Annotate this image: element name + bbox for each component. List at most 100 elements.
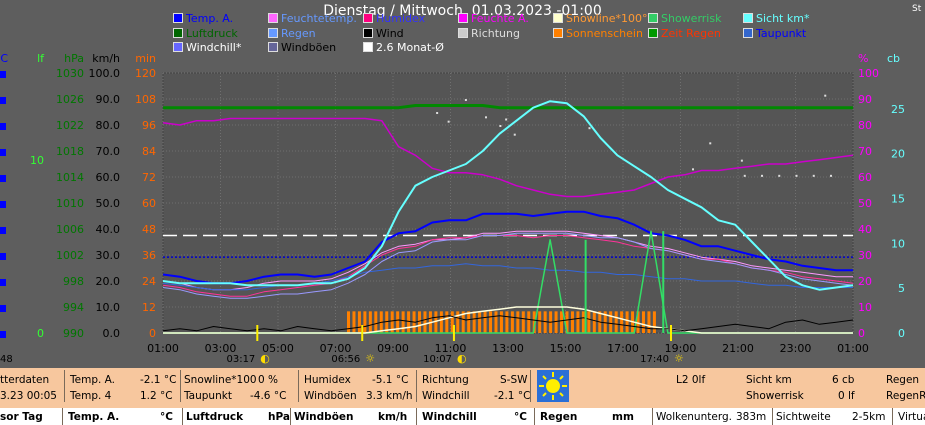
- legend-label: Windchill*: [186, 41, 242, 54]
- event-time: 10:07: [423, 354, 452, 365]
- panel-label: Windböen: [304, 390, 357, 402]
- direction-dot: [513, 133, 516, 136]
- axis-header-pct: %: [858, 52, 868, 65]
- axis-stub-c: [0, 331, 6, 338]
- sunshine-bar: [625, 311, 629, 333]
- axis-tick-min: 48: [142, 223, 156, 236]
- sunshine-bar: [527, 311, 531, 333]
- legend-item: Humidex: [363, 12, 425, 25]
- axis-tick-lf: 0: [37, 327, 44, 340]
- panel-value: -4.6 °C: [250, 390, 287, 402]
- sunshine-bar: [592, 311, 596, 333]
- panel-label: Showerrisk: [746, 390, 804, 402]
- sunshine-bar: [581, 311, 585, 333]
- axis-header-cb: cb: [887, 52, 900, 65]
- axis-tick-min: 12: [142, 301, 156, 314]
- axis-tick-min: 96: [142, 119, 156, 132]
- sunshine-bar: [620, 311, 624, 333]
- sunshine-bar: [461, 311, 465, 333]
- legend-swatch: [458, 13, 468, 23]
- sunshine-bar: [494, 311, 498, 333]
- legend-label: Taupunkt: [756, 27, 807, 40]
- series-line: [162, 117, 854, 198]
- legend-label: Humidex: [376, 12, 426, 25]
- panel-header-cell: 383m: [736, 411, 767, 423]
- chart-title: Dienstag / Mittwoch, 01.03.2023 -01:00: [323, 3, 602, 19]
- axis-tick-lf: 10: [30, 154, 44, 167]
- panel-value: 1.2 °C: [140, 390, 173, 402]
- axis-stub-c: [0, 253, 6, 260]
- legend-label: Wind: [376, 27, 404, 40]
- direction-dot: [692, 168, 694, 171]
- legend-swatch: [553, 28, 563, 38]
- sunshine-bar: [532, 311, 536, 333]
- panel-header-cell: Wolkenunterg.: [656, 411, 732, 423]
- axis-tick-kmh: 20.0: [96, 275, 121, 288]
- sunshine-bar: [352, 311, 356, 333]
- axis-tick-min: 108: [135, 93, 156, 106]
- axis-tick-kmh: 40.0: [96, 223, 121, 236]
- sunshine-bar: [505, 311, 509, 333]
- direction-dot: [447, 120, 450, 123]
- direction-dot: [464, 99, 467, 101]
- direction-dot: [824, 94, 827, 97]
- axis-tick-pct: 40: [858, 223, 872, 236]
- legend-item: Sonnenschein: [553, 27, 643, 40]
- axis-tick-min: 36: [142, 249, 156, 262]
- panel-divider: [652, 408, 653, 425]
- sunshine-bar: [614, 311, 618, 333]
- series-line: [162, 100, 854, 291]
- legend-swatch: [268, 13, 278, 23]
- sunshine-bar: [407, 311, 411, 333]
- legend-swatch: [363, 28, 373, 38]
- sunshine-bar: [587, 311, 591, 333]
- axis-tick-cb: 20: [891, 148, 905, 161]
- panel-label: L2 0lf: [676, 374, 706, 386]
- panel-label: Temp. 4: [70, 390, 112, 402]
- panel-header-cell: Luftdruck: [186, 411, 244, 423]
- sunshine-bar: [445, 311, 449, 333]
- axis-tick-hpa: 1018: [56, 145, 84, 158]
- sunshine-bar: [390, 311, 394, 333]
- event-icon-moonrise: ◐: [260, 352, 270, 365]
- axis-tick-pct: 20: [858, 275, 872, 288]
- panel-header-cell: Sichtweite: [776, 411, 831, 423]
- panel-divider: [892, 408, 893, 425]
- axis-header-min: min: [135, 52, 156, 65]
- axis-stub-c: [0, 97, 6, 104]
- legend-swatch: [173, 13, 183, 23]
- sunshine-bar: [521, 311, 525, 333]
- axis-tick-pct: 10: [858, 301, 872, 314]
- legend-item: Wind: [363, 27, 404, 40]
- panel-value: -5.1 °C: [372, 374, 409, 386]
- direction-dot: [740, 159, 743, 162]
- axis-stub-c: [0, 305, 6, 312]
- event-icon-moonset: ◐: [457, 352, 467, 365]
- direction-dot: [485, 116, 487, 119]
- series-line: [163, 104, 853, 110]
- legend-label: Windböen: [281, 41, 337, 54]
- axis-tick-hpa: 1010: [56, 197, 84, 210]
- panel-label: RegenR: [886, 390, 925, 402]
- axis-tick-cb: 25: [891, 103, 905, 116]
- sunshine-bar: [467, 311, 471, 333]
- axis-tick-hpa: 1006: [56, 223, 84, 236]
- event-time: 03:17: [226, 354, 255, 365]
- x-tick-label: 15:00: [550, 342, 582, 355]
- axis-tick-min: 0: [149, 327, 156, 340]
- legend-label: Sicht km*: [756, 12, 810, 25]
- event-time: 06:56: [331, 354, 360, 365]
- direction-dot: [436, 112, 439, 114]
- sunshine-bar: [423, 311, 427, 333]
- x-tick-label: 03:00: [205, 342, 237, 355]
- sunshine-bar: [434, 311, 438, 333]
- legend-label: 2.6 Monat-Ø: [376, 41, 444, 54]
- sunshine-bar: [538, 311, 542, 333]
- axis-tick-kmh: 90.0: [96, 93, 121, 106]
- panel-label: Windchill: [422, 390, 470, 402]
- axis-tick-pct: 90: [858, 93, 872, 106]
- series-line: [163, 306, 853, 334]
- panel-divider: [64, 370, 65, 402]
- axis-tick-kmh: 80.0: [96, 119, 121, 132]
- axis-stub-c: [0, 201, 6, 208]
